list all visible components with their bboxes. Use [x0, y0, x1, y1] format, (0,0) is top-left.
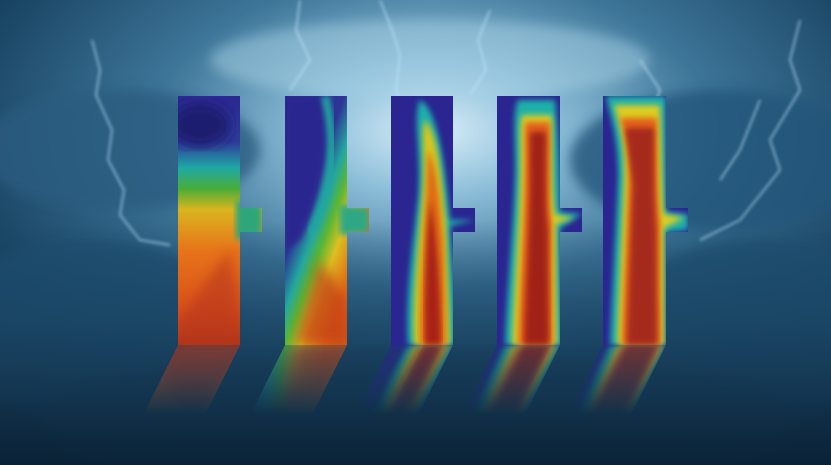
page — [0, 0, 831, 465]
storm-visualization — [0, 0, 831, 465]
